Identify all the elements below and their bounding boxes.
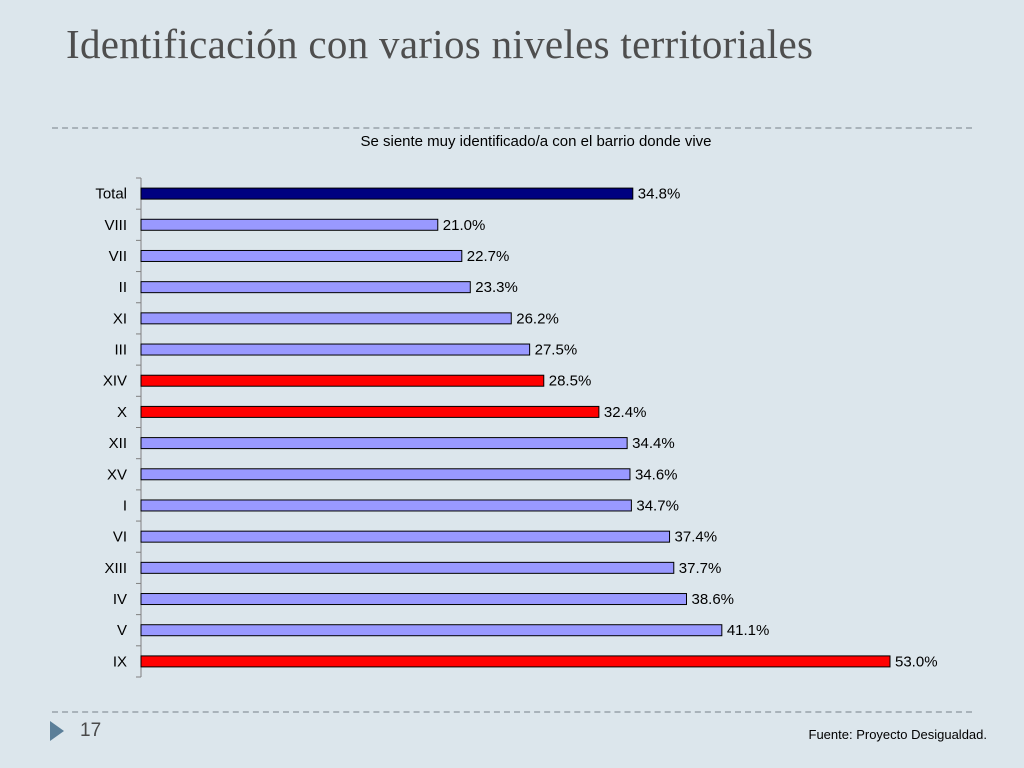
data-label: 37.7%	[679, 560, 722, 577]
bar	[140, 374, 545, 387]
data-label: 21.0%	[443, 217, 486, 234]
data-label: 26.2%	[516, 310, 559, 327]
y-tick-label: X	[117, 404, 127, 421]
data-label: 34.7%	[636, 497, 679, 514]
y-tick-label: XIII	[104, 560, 127, 577]
bar	[140, 312, 512, 325]
y-tick-label: V	[117, 622, 127, 639]
y-tick-label: XI	[113, 310, 127, 327]
bar	[140, 218, 439, 231]
source-note: Fuente: Proyecto Desigualdad.	[808, 727, 988, 742]
bar	[140, 561, 675, 574]
slide-number: 17	[80, 720, 102, 741]
data-label: 38.6%	[691, 591, 734, 608]
y-tick-label: IX	[113, 653, 127, 670]
y-tick-label: IV	[113, 591, 127, 608]
y-tick-label: VII	[109, 248, 127, 265]
data-label: 41.1%	[727, 622, 770, 639]
data-label: 32.4%	[604, 404, 647, 421]
bar	[140, 187, 634, 200]
y-tick-label: XIV	[103, 373, 127, 390]
bar	[140, 655, 891, 668]
y-tick-label: I	[123, 497, 127, 514]
bar	[140, 405, 600, 418]
top-divider	[52, 127, 972, 129]
data-label: 34.6%	[635, 466, 678, 483]
data-label: 22.7%	[467, 248, 510, 265]
y-tick-label: XV	[107, 466, 127, 483]
y-tick-label: VIII	[104, 217, 127, 234]
y-tick-label: Total	[95, 186, 127, 203]
bottom-divider	[52, 711, 972, 713]
data-label: 34.4%	[632, 435, 675, 452]
y-tick-label: XII	[109, 435, 127, 452]
bar	[140, 281, 471, 294]
data-label: 34.8%	[638, 186, 681, 203]
bar	[140, 530, 671, 543]
y-tick-label: III	[114, 342, 127, 359]
bar	[140, 499, 632, 512]
bar	[140, 468, 631, 481]
data-label: 53.0%	[895, 653, 938, 670]
data-label: 37.4%	[675, 529, 718, 546]
bar	[140, 343, 531, 356]
slide-title: Identificación con varios niveles territ…	[66, 21, 814, 67]
data-label: 23.3%	[475, 279, 518, 296]
triangle-arrow-icon	[50, 721, 64, 741]
bar	[140, 437, 628, 450]
data-label: 28.5%	[549, 373, 592, 390]
bar	[140, 593, 687, 606]
y-tick-label: II	[119, 279, 127, 296]
bar	[140, 249, 463, 262]
y-tick-label: VI	[113, 529, 127, 546]
data-label: 27.5%	[535, 342, 578, 359]
chart-title: Se siente muy identificado/a con el barr…	[360, 133, 712, 150]
bar	[140, 624, 723, 637]
